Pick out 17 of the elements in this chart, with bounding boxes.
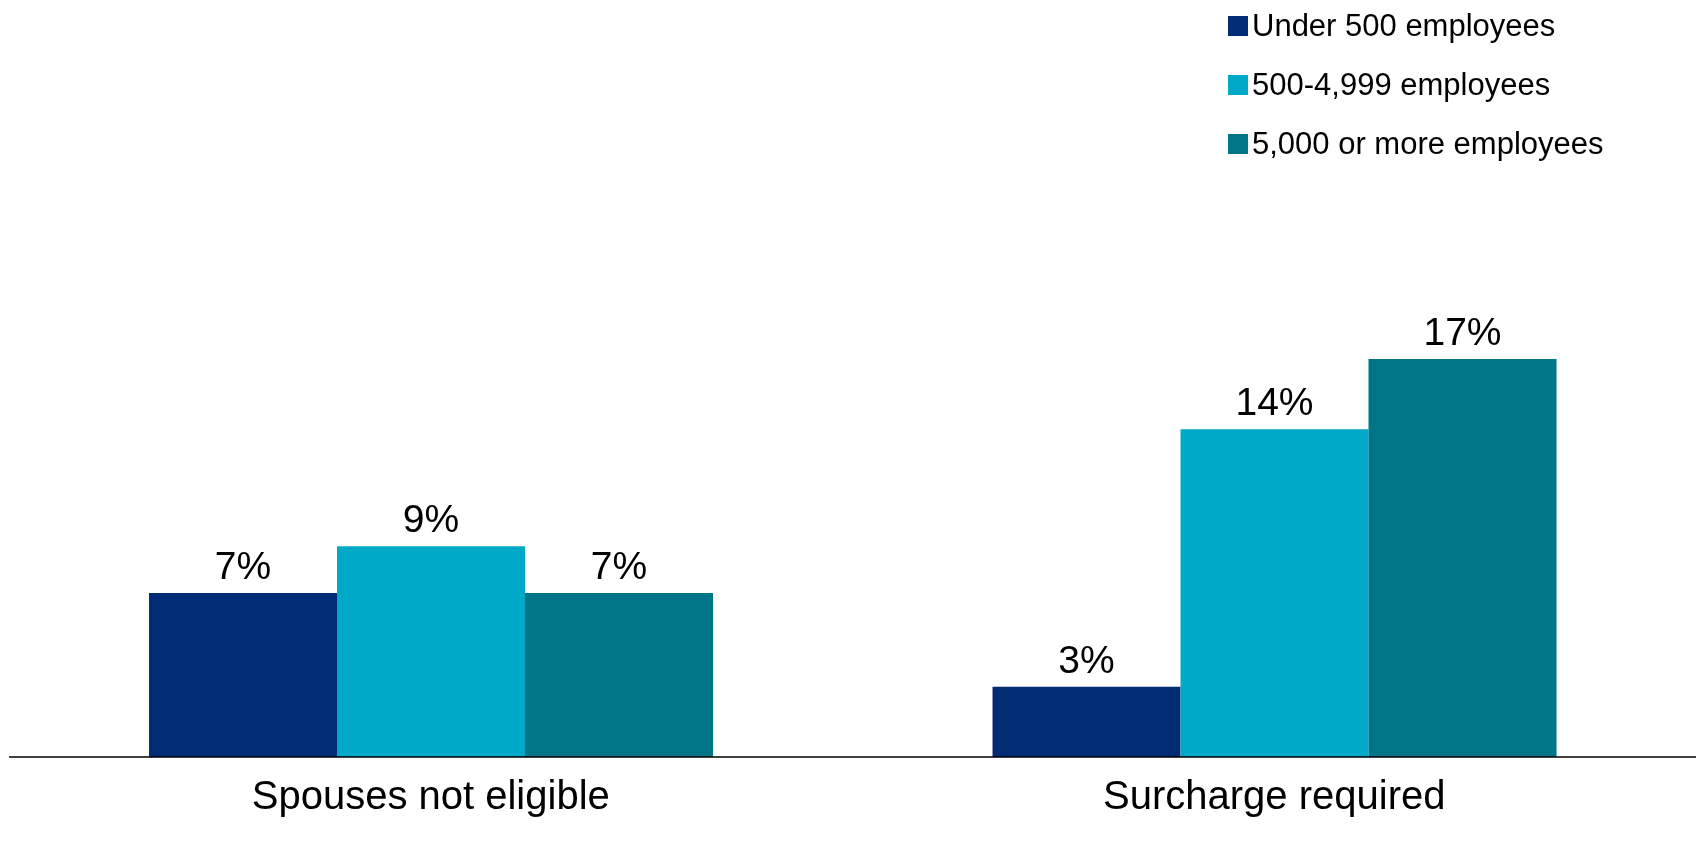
bar (149, 593, 338, 757)
legend-label: 5,000 or more employees (1252, 125, 1604, 162)
x-tick-label: Spouses not eligible (251, 773, 610, 818)
data-label: 3% (1058, 637, 1115, 681)
legend-label: 500-4,999 employees (1252, 66, 1551, 103)
data-label: 7% (590, 544, 648, 588)
bar (1180, 429, 1369, 757)
x-tick-label: Surcharge required (1103, 773, 1446, 818)
data-label: 17% (1423, 310, 1502, 353)
data-label: 14% (1235, 380, 1314, 424)
bar (992, 686, 1181, 757)
bar (1368, 359, 1557, 757)
legend-label: Under 500 employees (1252, 7, 1556, 44)
bar (337, 546, 526, 757)
data-label: 9% (402, 497, 460, 541)
bar (525, 593, 714, 757)
data-label: 7% (214, 544, 272, 588)
